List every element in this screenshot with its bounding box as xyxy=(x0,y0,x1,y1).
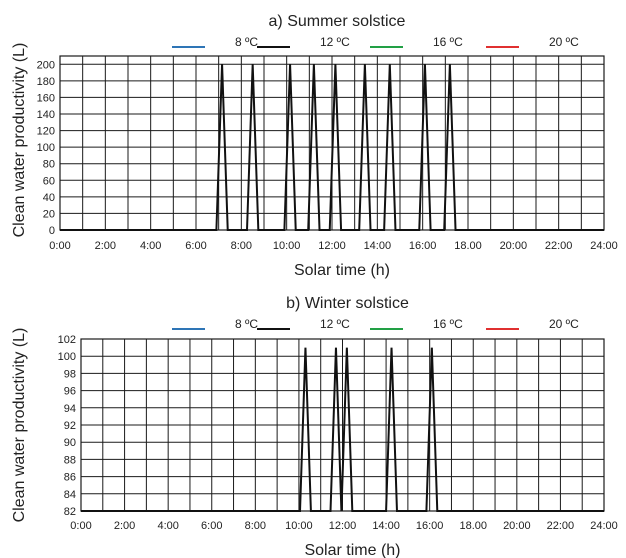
x-tick-label: 4:00 xyxy=(157,520,178,532)
y-tick-label: 180 xyxy=(37,76,55,88)
series-line xyxy=(60,64,604,231)
x-tick-label: 8:00 xyxy=(231,240,252,252)
y-tick-label: 200 xyxy=(37,59,55,71)
y-tick-label: 120 xyxy=(37,126,55,138)
x-tick-label: 2:00 xyxy=(114,520,135,532)
y-tick-label: 84 xyxy=(64,489,76,501)
plot-frame xyxy=(80,338,605,512)
x-tick-label: 2:00 xyxy=(95,240,116,252)
legend-label: 12 ºC xyxy=(320,35,350,49)
x-tick-label: 20:00 xyxy=(500,240,528,252)
y-axis-label: Clean water productivity (L) xyxy=(11,328,28,523)
x-tick-label: 6:00 xyxy=(185,240,206,252)
y-tick-label: 0 xyxy=(49,225,55,237)
x-tick-label: 8:00 xyxy=(245,520,266,532)
legend-label: 8 ºC xyxy=(235,317,258,331)
legend-label: 8 ºC xyxy=(235,35,258,49)
y-tick-label: 40 xyxy=(43,192,55,204)
y-tick-label: 80 xyxy=(43,159,55,171)
legend-label: 20 ºC xyxy=(549,317,579,331)
y-tick-label: 82 xyxy=(64,506,76,518)
y-tick-label: 102 xyxy=(58,334,76,346)
legend-label: 20 ºC xyxy=(549,35,579,49)
y-axis-label: Clean water productivity (L) xyxy=(11,43,28,238)
x-tick-label: 24:00 xyxy=(590,520,618,532)
plot-frame xyxy=(59,55,605,231)
y-tick-label: 98 xyxy=(64,368,76,380)
x-tick-label: 14:00 xyxy=(364,240,392,252)
y-tick-label: 88 xyxy=(64,454,76,466)
x-tick-label: 10:00 xyxy=(273,240,301,252)
x-tick-label: 14:00 xyxy=(372,520,400,532)
panel-title: a) Summer solstice xyxy=(269,13,406,30)
y-tick-label: 96 xyxy=(64,386,76,398)
x-tick-label: 16:00 xyxy=(409,240,437,252)
x-tick-label: 20:00 xyxy=(503,520,531,532)
x-tick-label: 22:00 xyxy=(547,520,575,532)
panel-title: b) Winter solstice xyxy=(286,295,409,312)
x-axis-label: Solar time (h) xyxy=(294,262,390,279)
y-tick-label: 86 xyxy=(64,472,76,484)
x-tick-label: 18.00 xyxy=(454,240,482,252)
y-tick-label: 60 xyxy=(43,175,55,187)
x-tick-label: 4:00 xyxy=(140,240,161,252)
x-tick-label: 24:00 xyxy=(590,240,618,252)
x-tick-label: 6:00 xyxy=(201,520,222,532)
x-tick-label: 12:00 xyxy=(329,520,357,532)
legend-label: 16 ºC xyxy=(433,35,463,49)
x-tick-label: 12:00 xyxy=(318,240,346,252)
series-line xyxy=(81,347,604,512)
y-tick-label: 100 xyxy=(37,142,55,154)
y-tick-label: 94 xyxy=(64,403,76,415)
y-tick-label: 92 xyxy=(64,420,76,432)
legend-label: 16 ºC xyxy=(433,317,463,331)
y-tick-label: 160 xyxy=(37,92,55,104)
y-tick-label: 100 xyxy=(58,351,76,363)
x-tick-label: 0:00 xyxy=(70,520,91,532)
y-tick-label: 140 xyxy=(37,109,55,121)
y-tick-label: 20 xyxy=(43,208,55,220)
x-tick-label: 16:00 xyxy=(416,520,444,532)
legend-label: 12 ºC xyxy=(320,317,350,331)
x-axis-label: Solar time (h) xyxy=(304,542,400,558)
x-tick-label: 18.00 xyxy=(459,520,487,532)
x-tick-label: 22:00 xyxy=(545,240,573,252)
x-tick-label: 0:00 xyxy=(49,240,70,252)
y-tick-label: 90 xyxy=(64,437,76,449)
x-tick-label: 10:00 xyxy=(285,520,313,532)
